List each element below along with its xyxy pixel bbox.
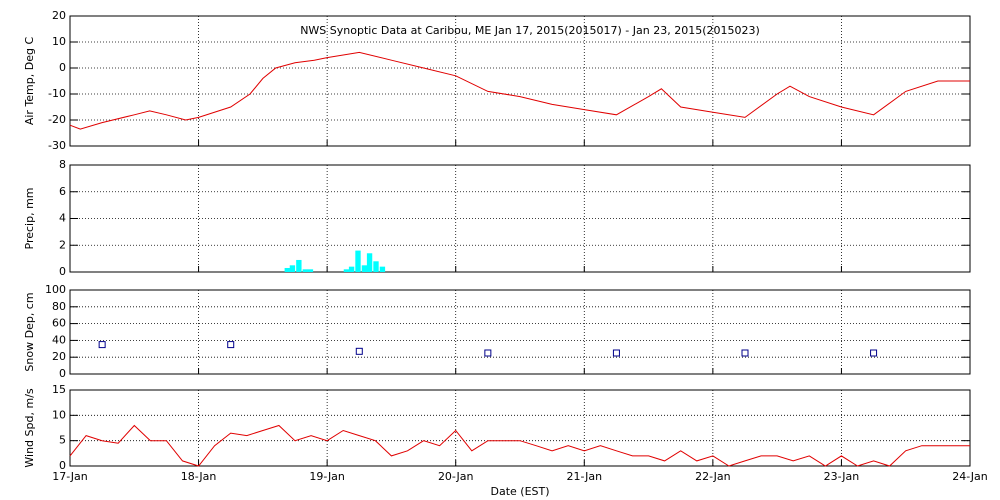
y-tick-label: 2 [59,238,66,251]
x-tick-label: 22-Jan [695,470,731,483]
bar [373,261,379,272]
point [870,349,878,357]
bar [307,269,314,272]
y-tick-label: 6 [59,185,66,198]
data-line [69,51,970,130]
y-tick-label: 20 [52,350,66,363]
x-tick-label: 21-Jan [567,470,603,483]
y-tick-label: 80 [52,300,66,313]
y-tick-label: 0 [59,367,66,380]
panel-frame [69,289,971,375]
y-axis-label: Precip, mm [23,188,36,250]
x-tick-label: 19-Jan [309,470,345,483]
y-tick-label: 40 [52,333,66,346]
panel-frame [69,389,971,467]
bar [379,266,386,272]
point [741,349,749,357]
x-axis-label: Date (EST) [490,485,549,498]
y-tick-label: 10 [52,408,66,421]
x-tick-label: 20-Jan [438,470,474,483]
bar [343,269,350,272]
y-tick-label: 15 [52,383,66,396]
y-tick-label: 4 [59,212,66,225]
y-tick-label: 8 [59,158,66,171]
point [355,347,363,355]
data-line [69,424,970,467]
y-tick-label: 0 [59,265,66,278]
x-tick-label: 18-Jan [181,470,217,483]
y-tick-label: -30 [48,139,66,152]
y-tick-label: 0 [59,61,66,74]
y-axis-label: Snow Dep, cm [23,292,36,371]
point [612,349,620,357]
y-tick-label: -20 [48,113,66,126]
y-tick-label: 100 [45,283,66,296]
bar [302,269,308,272]
bar [284,267,290,272]
bar [366,253,373,272]
y-tick-label: 60 [52,317,66,330]
point [484,349,492,357]
bar [348,266,355,272]
x-tick-label: 24-Jan [952,470,988,483]
bar [289,265,296,272]
bar [361,265,368,272]
x-tick-label: 17-Jan [52,470,88,483]
point [98,341,106,349]
y-tick-label: 5 [59,434,66,447]
y-tick-label: 10 [52,35,66,48]
y-tick-label: 20 [52,9,66,22]
point [227,341,235,349]
y-axis-label: Air Temp, Deg C [23,37,36,126]
y-tick-label: 0 [59,459,66,472]
bar [296,259,302,272]
y-tick-label: -10 [48,87,66,100]
chart-title: NWS Synoptic Data at Caribou, ME Jan 17,… [300,24,760,37]
x-tick-label: 23-Jan [824,470,860,483]
y-axis-label: Wind Spd, m/s [23,388,36,468]
bar [355,250,361,272]
